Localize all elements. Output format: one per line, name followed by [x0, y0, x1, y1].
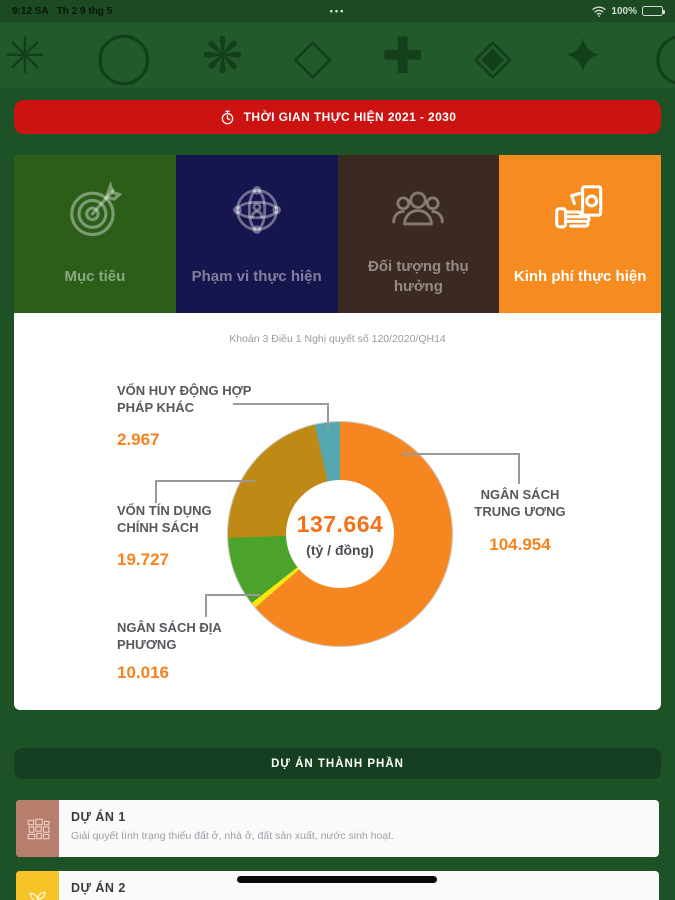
home-indicator[interactable] — [237, 876, 437, 883]
tab-label: Phạm vi thực hiện — [191, 268, 322, 285]
tab-pham-vi-thuc-hien[interactable]: Phạm vi thực hiện — [175, 155, 338, 313]
slice-label-von-huy-dong: VỐN HUY ĐỘNG HỢP PHÁP KHÁC — [117, 383, 252, 415]
slice-value-von-tin-dung: 19.727 — [117, 550, 169, 569]
project-title: DỰ ÁN 1 — [71, 810, 126, 824]
people-group-icon — [392, 191, 445, 226]
connector-line — [402, 453, 520, 455]
donut-center: 137.664 (tỷ / đồng) — [286, 480, 394, 588]
slice-label-ngan-sach-trung-uong: NGÂN SÁCH TRUNG ƯƠNG — [474, 487, 566, 519]
connector-line — [518, 453, 520, 484]
projects-header: DỰ ÁN THÀNH PHẦN — [14, 748, 661, 779]
slice-label-von-tin-dung: VỐN TÍN DỤNG CHÍNH SÁCH — [117, 503, 212, 535]
status-date: Th 2 9 thg 5 — [56, 5, 113, 17]
connector-line — [205, 594, 260, 596]
stopwatch-icon — [221, 110, 233, 124]
project-2-icon-block — [16, 871, 59, 900]
tab-label: Mục tiêu — [64, 268, 126, 285]
slice-value-von-huy-dong: 2.967 — [117, 430, 160, 449]
connector-line — [155, 480, 255, 482]
decorative-pattern-band-row: ✳ ◯ ❋ ◇ ✚ ◈ ✦ ◯ ✳ ❖ ◇ ✿ ◈ — [4, 28, 675, 84]
battery-icon — [642, 6, 665, 16]
connector-line — [155, 480, 157, 503]
globe-network-icon — [232, 186, 281, 234]
tab-label: Đối tượng thụ hưởng — [368, 258, 469, 295]
money-hand-icon — [555, 185, 603, 229]
status-time: 9:12 SA — [12, 5, 49, 17]
land-houses-icon — [27, 818, 49, 839]
total-value: 137.664 — [296, 510, 384, 537]
multitask-dots-icon: ••• — [329, 6, 346, 16]
slice-value-ngan-sach-trung-uong: 104.954 — [489, 535, 551, 554]
tab-kinh-phi-thuc-hien[interactable]: Kinh phí thực hiện — [499, 155, 661, 313]
time-banner: THỜI GIAN THỰC HIỆN 2021 - 2030 — [14, 100, 661, 134]
total-unit: (tỷ / đồng) — [306, 541, 374, 558]
decorative-pattern-band: ✳ ◯ ❋ ◇ ✚ ◈ ✦ ◯ ✳ ❖ ◇ ✿ ◈ — [0, 22, 675, 90]
slice-value-ngan-sach-dia-phuong: 10.016 — [117, 663, 169, 682]
status-bar: 9:12 SA Th 2 9 thg 5 ••• 100% — [0, 0, 675, 22]
tab-doi-tuong-thu-huong[interactable]: Đối tượng thụ hưởng — [337, 155, 500, 313]
project-desc: Giải quyết tình trạng thiếu đất ở, nhà ở… — [71, 830, 395, 842]
slice-label-ngan-sach-dia-phuong: NGÂN SÁCH ĐỊA PHƯƠNG — [117, 620, 222, 652]
tab-muc-tieu[interactable]: Mục tiêu — [14, 155, 176, 313]
connector-line — [233, 403, 329, 405]
target-icon — [70, 180, 123, 237]
project-1-icon-block — [16, 800, 59, 857]
battery-percent: 100% — [611, 5, 637, 17]
project-card-1[interactable]: DỰ ÁN 1 Giải quyết tình trạng thiếu đất … — [16, 800, 659, 857]
time-banner-label: THỜI GIAN THỰC HIỆN 2021 - 2030 — [243, 110, 457, 124]
connector-line — [327, 403, 329, 429]
funding-chart-card: Khoản 3 Điều 1 Nghị quyết số 120/2020/QH… — [14, 313, 661, 710]
sprout-icon — [29, 891, 46, 900]
project-title: DỰ ÁN 2 — [71, 881, 126, 895]
wifi-icon — [592, 5, 607, 17]
tab-label: Kinh phí thực hiện — [513, 268, 647, 285]
project-card-2[interactable]: DỰ ÁN 2 — [16, 871, 659, 900]
legal-reference-caption: Khoản 3 Điều 1 Nghị quyết số 120/2020/QH… — [229, 333, 446, 345]
tab-bar: Mục tiêu Phạm vi thực hiện Đối tượng thụ… — [14, 155, 661, 313]
connector-line — [205, 594, 207, 617]
